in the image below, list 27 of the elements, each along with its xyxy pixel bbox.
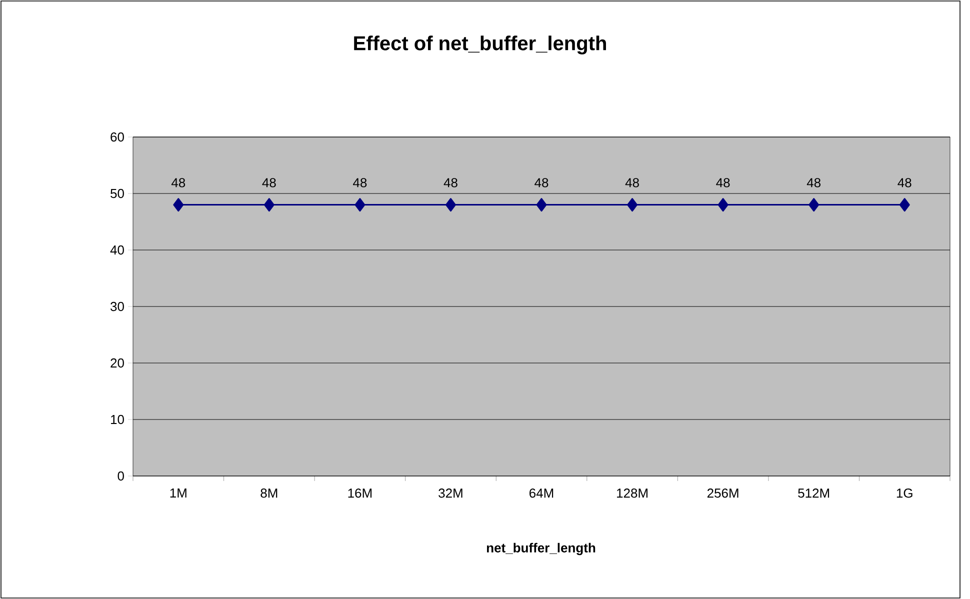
x-axis-title: net_buffer_length: [486, 542, 596, 556]
data-label: 48: [898, 178, 912, 188]
data-label: 48: [625, 178, 639, 188]
data-label: 48: [353, 178, 367, 188]
x-tick-label: 8M: [260, 488, 278, 498]
chart-title: Effect of net_buffer_length: [354, 36, 606, 54]
y-tick-label: 50: [110, 188, 124, 198]
data-label: 48: [806, 178, 821, 188]
data-label: 48: [444, 178, 458, 188]
x-tick-label: 256M: [707, 488, 738, 498]
data-label: 48: [171, 178, 186, 188]
x-tick-label: 16M: [348, 488, 372, 498]
y-tick-label: 10: [111, 414, 124, 424]
data-label: 48: [716, 178, 730, 188]
y-tick-label: 40: [110, 245, 124, 255]
y-tick-label: 0: [118, 471, 124, 481]
x-tick-label: 1M: [170, 488, 186, 498]
x-tick-label: 32M: [438, 488, 462, 498]
y-tick-label: 20: [110, 358, 124, 368]
y-tick-label: 30: [110, 302, 124, 312]
data-label: 48: [534, 178, 548, 188]
x-tick-label: 1G: [896, 488, 912, 498]
x-tick-label: 64M: [530, 488, 554, 498]
data-label: 48: [262, 178, 276, 188]
x-tick-label: 128M: [617, 488, 648, 498]
y-tick-label: 60: [110, 132, 124, 142]
x-tick-label: 512M: [798, 488, 830, 498]
